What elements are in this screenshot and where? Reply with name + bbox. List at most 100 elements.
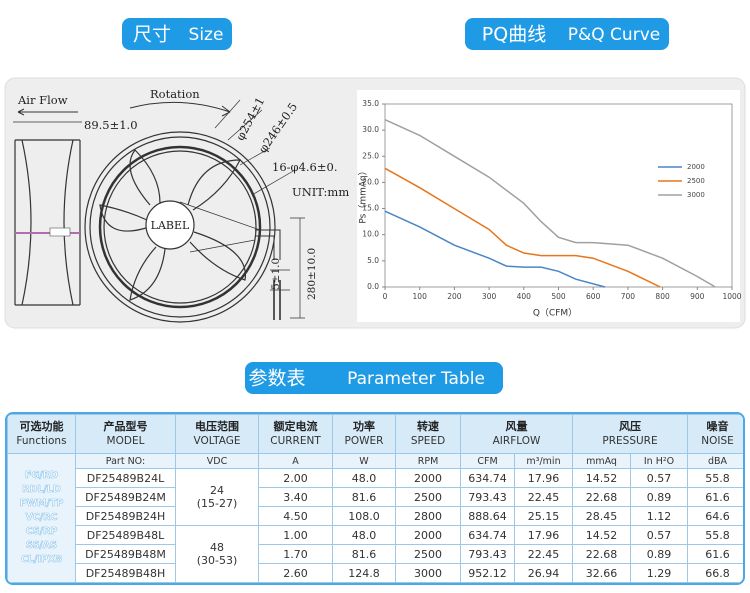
value-cell: 2.00 xyxy=(258,468,333,488)
x-tick-label: 0 xyxy=(383,292,388,301)
voltage: 48 xyxy=(210,541,224,554)
header-cell: 电压范围 VOLTAGE xyxy=(175,414,259,454)
model-cell: DF25489B24M xyxy=(75,487,176,507)
x-tick-label: 700 xyxy=(621,292,636,301)
y-axis-label: Ps（mmAq） xyxy=(358,166,369,223)
header-row: 可选功能 Functions 产品型号 MODEL 电压范围 VOLTAGE 额定电流 CUR… xyxy=(7,414,743,454)
unit-cell: VDC xyxy=(175,453,259,469)
value-cell: 888.64 xyxy=(460,506,515,526)
value-cell: 25.15 xyxy=(514,506,573,526)
voltage-cell: 48 (30-53) xyxy=(175,525,259,583)
heading-zh: 参数表 xyxy=(248,368,305,390)
header-zh: 额定电流 xyxy=(273,420,318,433)
model-cell: DF25489B48M xyxy=(75,544,176,564)
unit-cell: In H²O xyxy=(630,453,688,469)
header-en: AIRFLOW xyxy=(492,435,541,447)
heading-zh: PQ曲线 xyxy=(482,24,546,46)
header-en: POWER xyxy=(344,435,384,447)
header-cell: 可选功能 Functions xyxy=(7,414,76,454)
value-cell: 124.8 xyxy=(332,563,396,583)
function-item: CS/RP xyxy=(25,526,58,538)
function-item: RDL/LD xyxy=(22,484,61,496)
drawing-dimension: 89.5±1.0 xyxy=(84,118,138,132)
heading-en: Parameter Table xyxy=(347,369,485,389)
heading-zh: 尺寸 xyxy=(133,24,171,46)
value-cell: 22.45 xyxy=(514,487,573,507)
series-line xyxy=(384,167,661,288)
value-cell: 1.70 xyxy=(258,544,333,564)
value-cell: 3.40 xyxy=(258,487,333,507)
header-zh: 功率 xyxy=(353,420,375,433)
series-line xyxy=(384,210,606,288)
x-tick-label: 300 xyxy=(482,292,497,301)
drawing-label: Rotation xyxy=(150,87,200,101)
unit-cell: m³/min xyxy=(514,453,573,469)
header-en: NOISE xyxy=(701,435,734,447)
value-cell: 28.45 xyxy=(572,506,631,526)
value-cell: 0.57 xyxy=(630,525,688,545)
value-cell: 634.74 xyxy=(460,525,515,545)
value-cell: 1.00 xyxy=(258,525,333,545)
function-item: SS/AS xyxy=(26,540,58,552)
unit-cell: A xyxy=(258,453,333,469)
unit-cell: W xyxy=(332,453,396,469)
value-cell: 1.29 xyxy=(630,563,688,583)
value-cell: 66.8 xyxy=(687,563,743,583)
value-cell: 81.6 xyxy=(332,544,396,564)
value-cell: 22.68 xyxy=(572,544,631,564)
value-cell: 17.96 xyxy=(514,468,573,488)
header-zh: 产品型号 xyxy=(103,420,148,433)
header-en: CURRENT xyxy=(270,435,321,447)
y-tick-label: 35.0 xyxy=(362,99,379,108)
header-en: SPEED xyxy=(410,435,446,447)
chart-background xyxy=(357,90,740,322)
data-row: DF25489B48M 1.70 81.6 2500 793.43 22.45 22.68 0… xyxy=(8,544,743,564)
drawing-dimension: 16-φ4.6±0. xyxy=(272,160,337,174)
header-cell: 噪音 NOISE xyxy=(687,414,743,454)
value-cell: 0.89 xyxy=(630,487,688,507)
function-item: VC/RC xyxy=(25,512,58,524)
value-cell: 61.6 xyxy=(687,544,743,564)
value-cell: 2800 xyxy=(395,506,461,526)
fan-drawing xyxy=(13,99,305,323)
unit-row: FG/RD RDL/LD PWM/TP VC/RC CS/RP SS/AS CL/IPX8 P… xyxy=(7,453,743,583)
header-cell: 额定电流 CURRENT xyxy=(258,414,333,454)
y-tick-label: 15.0 xyxy=(362,204,379,213)
heading-en: P&Q Curve xyxy=(568,25,660,45)
unit-cell: Part NO: xyxy=(75,453,176,469)
header-zh: 噪音 xyxy=(706,420,729,433)
drawing-dimension: 5±1.0 xyxy=(270,258,282,290)
drawing-dimension: 280±10.0 xyxy=(306,248,318,300)
y-tick-label: 30.0 xyxy=(362,125,379,134)
value-cell: 4.50 xyxy=(258,506,333,526)
data-row: DF25489B24L 24 (15-27) 2.00 48.0 2000 634.74 17… xyxy=(8,468,743,526)
value-cell: 0.57 xyxy=(630,468,688,488)
function-item: CL/IPX8 xyxy=(21,554,63,566)
value-cell: 108.0 xyxy=(332,506,396,526)
header-zh: 风量 xyxy=(505,420,528,433)
header-zh: 转速 xyxy=(417,420,439,433)
unit-cell: dBA xyxy=(687,453,743,469)
value-cell: 634.74 xyxy=(460,468,515,488)
model-cell: DF25489B48L xyxy=(75,525,176,545)
heading-pill xyxy=(245,362,503,394)
series-line xyxy=(384,119,716,288)
y-tick-label: 20.0 xyxy=(362,177,379,186)
y-tick-label: 5.0 xyxy=(367,256,379,265)
upper-section: 尺寸 Size PQ曲线 P&Q Curve 参数表 Parameter Tab… xyxy=(4,18,746,394)
value-cell: 0.89 xyxy=(630,544,688,564)
value-cell: 26.94 xyxy=(514,563,573,583)
x-tick-label: 100 xyxy=(413,292,428,301)
value-cell: 55.8 xyxy=(687,468,743,488)
header-cell: 风压 PRESSURE xyxy=(572,414,688,454)
value-cell: 2.60 xyxy=(258,563,333,583)
value-cell: 22.45 xyxy=(514,544,573,564)
model-cell: DF25489B48H xyxy=(75,563,176,583)
header-en: MODEL xyxy=(106,435,145,447)
header-cell: 转速 SPEED xyxy=(395,414,461,454)
parameter-table: 可选功能 Functions 产品型号 MODEL 电压范围 VOLTAGE 额定电流 CUR… xyxy=(5,412,745,585)
header-en: Functions xyxy=(16,435,67,447)
heading-pill xyxy=(122,18,232,50)
value-cell: 793.43 xyxy=(460,487,515,507)
value-cell: 55.8 xyxy=(687,525,743,545)
